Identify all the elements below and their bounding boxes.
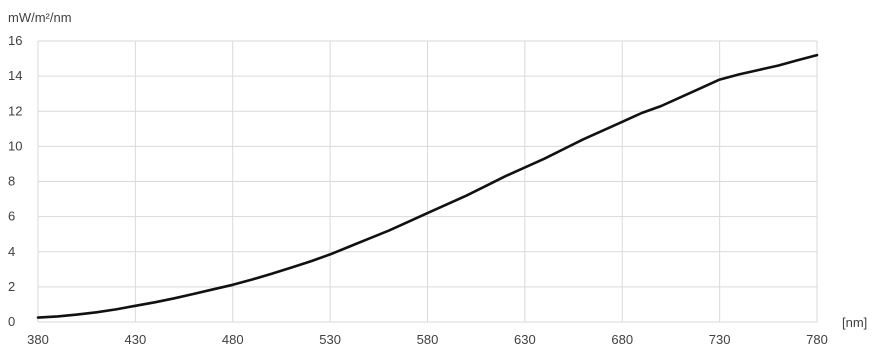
x-tick-label: 780 — [806, 332, 828, 347]
x-tick-label: 480 — [222, 332, 244, 347]
y-tick-label: 8 — [8, 174, 15, 189]
y-axis-title: mW/m²/nm — [8, 10, 72, 25]
y-axis-tick-labels: 0 2 4 6 8 10 12 14 16 — [8, 33, 22, 329]
x-tick-label: 530 — [319, 332, 341, 347]
chart-grid — [37, 40, 818, 323]
y-tick-label: 0 — [8, 314, 15, 329]
y-tick-label: 6 — [8, 209, 15, 224]
x-tick-label: 630 — [514, 332, 536, 347]
x-axis-tick-labels: 380 430 480 530 580 630 680 730 780 — [27, 332, 828, 347]
y-tick-label: 12 — [8, 103, 22, 118]
y-tick-label: 16 — [8, 33, 22, 48]
x-tick-label: 380 — [27, 332, 49, 347]
series-line — [36, 53, 819, 319]
x-axis-title: [nm] — [842, 315, 867, 330]
chart-plot-area — [36, 53, 819, 319]
y-tick-label: 4 — [8, 244, 15, 259]
x-tick-label: 430 — [125, 332, 147, 347]
y-tick-label: 14 — [8, 68, 22, 83]
y-tick-label: 2 — [8, 279, 15, 294]
y-tick-label: 10 — [8, 138, 22, 153]
x-tick-label: 680 — [611, 332, 633, 347]
x-tick-label: 580 — [417, 332, 439, 347]
x-tick-label: 730 — [709, 332, 731, 347]
